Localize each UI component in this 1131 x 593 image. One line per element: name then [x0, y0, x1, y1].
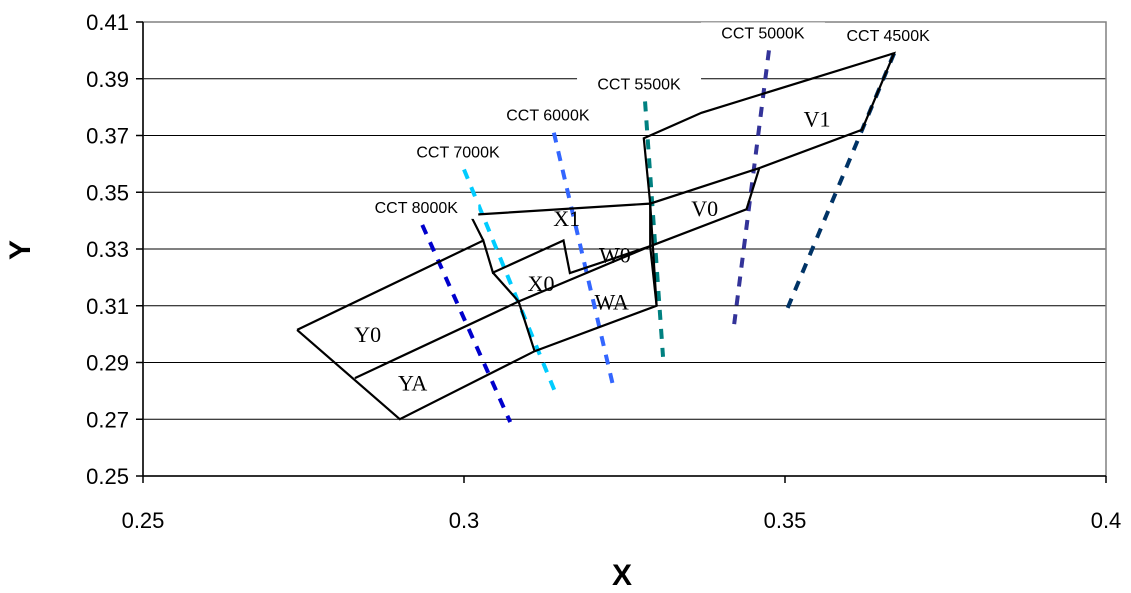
grid-lines [143, 21, 1106, 420]
bin-label-5: WA [595, 289, 629, 314]
x-tick-label-3: 0.4 [1091, 508, 1122, 533]
y-tick-label-8: 0.41 [86, 10, 129, 35]
bin-outlines [296, 51, 897, 421]
cct-labels: CCT 8000K CCT 7000K CCT 6000K CCT 5500K CCT … [354, 22, 951, 219]
cct-line-4 [731, 50, 771, 329]
cct-label-5: CCT 4500K [846, 28, 930, 45]
cct-lines [420, 50, 896, 423]
cct-label-bg-5 [826, 25, 951, 48]
bin-label-4: W0 [599, 243, 631, 268]
bin-label-1: YA [398, 370, 427, 395]
y-tick-label-7: 0.39 [86, 67, 129, 92]
x-tick-label-2: 0.35 [764, 508, 807, 533]
bin-label-6: V0 [691, 196, 718, 221]
bin-segment-1 [517, 301, 536, 352]
y-tick-labels: 0.25 0.27 0.29 0.31 0.33 0.35 0.37 0.39 0.41 [86, 10, 129, 489]
bin-outline-0 [296, 51, 897, 331]
bin-segment-2 [518, 245, 651, 303]
y-tick-label-3: 0.31 [86, 294, 129, 319]
x-tick-label-1: 0.3 [449, 508, 480, 533]
x-axis-title: X [612, 559, 632, 592]
bin-labels: Y0 YA X0 X1 W0 WA V0 V1 [354, 106, 830, 395]
cct-label-0: CCT 8000K [375, 200, 459, 217]
cct-label-bg-3 [577, 73, 702, 96]
bin-label-7: V1 [804, 106, 831, 131]
cct-label-bg-0 [354, 196, 479, 219]
cct-label-bg-2 [485, 104, 610, 127]
cct-line-3 [643, 101, 666, 357]
y-tick-label-6: 0.37 [86, 124, 129, 149]
y-tick-label-0: 0.25 [86, 464, 129, 489]
cct-label-2: CCT 6000K [506, 108, 590, 125]
cct-label-3: CCT 5500K [597, 76, 681, 93]
x-tick-labels: 0.25 0.3 0.35 0.4 [122, 508, 1122, 533]
bin-label-2: X0 [528, 271, 555, 296]
cct-label-bg-4 [700, 22, 825, 45]
plot-frame [136, 21, 1107, 483]
y-axis-title: Y [4, 240, 37, 260]
cct-line-0 [420, 224, 513, 423]
x-tick-label-0: 0.25 [122, 508, 165, 533]
y-tick-label-2: 0.29 [86, 351, 129, 376]
bin-label-0: Y0 [354, 322, 381, 347]
cct-line-1 [462, 168, 558, 395]
cct-label-bg-1 [396, 141, 520, 164]
bin-segment-3 [649, 246, 658, 306]
y-tick-label-4: 0.33 [86, 237, 129, 262]
bin-label-3: X1 [553, 206, 580, 231]
cct-label-4: CCT 5000K [721, 25, 805, 42]
y-tick-label-5: 0.35 [86, 180, 129, 205]
cct-label-1: CCT 7000K [416, 145, 500, 162]
y-tick-label-1: 0.27 [86, 407, 129, 432]
cct-line-2 [551, 132, 615, 386]
